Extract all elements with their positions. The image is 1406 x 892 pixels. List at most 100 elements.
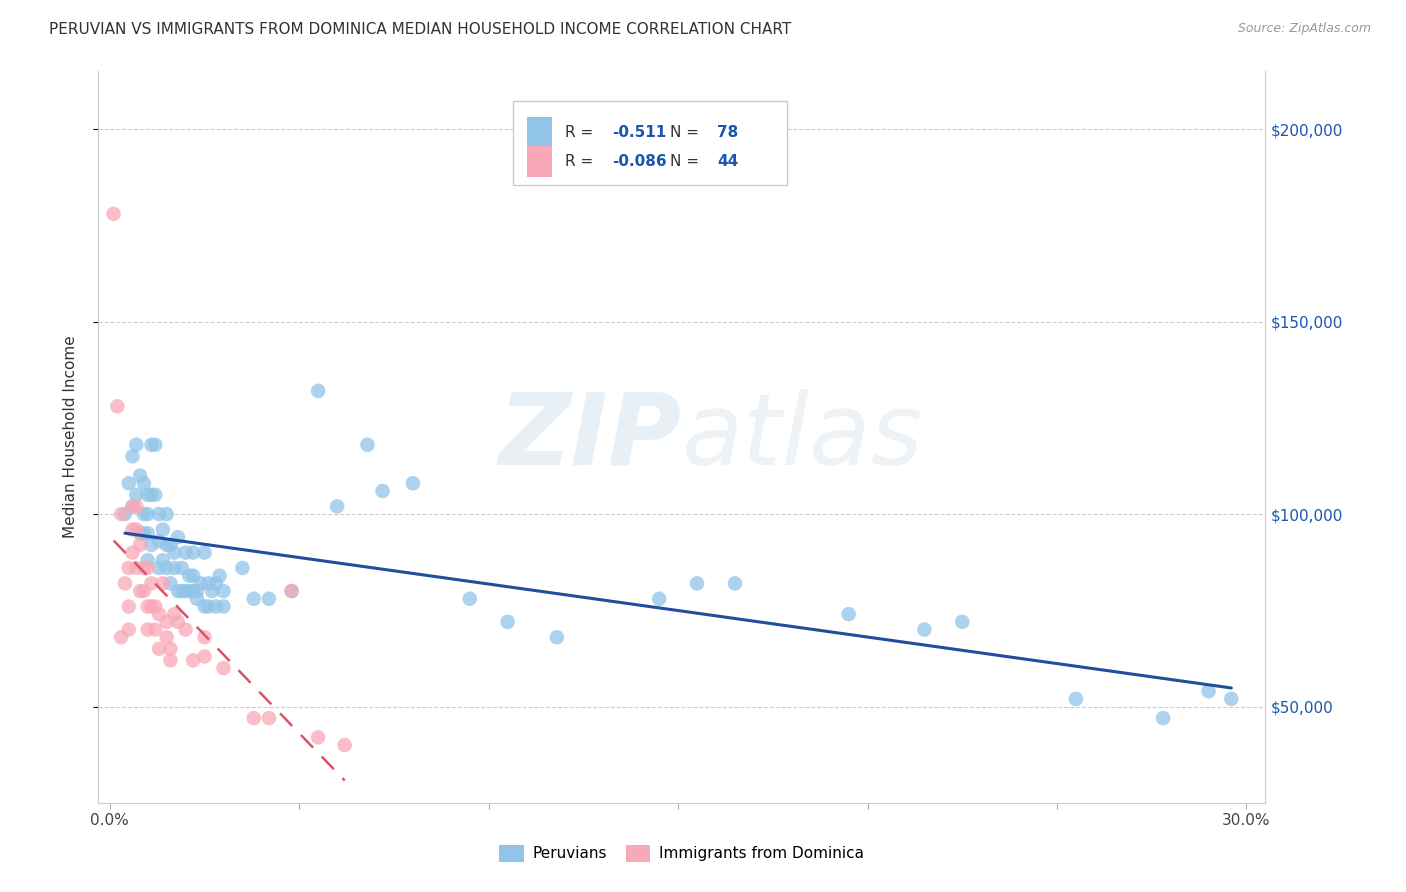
Text: R =: R = bbox=[565, 125, 593, 140]
Point bbox=[170, 561, 193, 575]
Point bbox=[132, 561, 155, 575]
FancyBboxPatch shape bbox=[527, 145, 553, 177]
Point bbox=[152, 553, 174, 567]
Point bbox=[356, 438, 378, 452]
Point bbox=[148, 561, 170, 575]
Point bbox=[125, 561, 148, 575]
Point bbox=[129, 468, 152, 483]
Point bbox=[118, 561, 141, 575]
Point bbox=[208, 568, 231, 582]
Point bbox=[186, 584, 208, 599]
Point bbox=[838, 607, 860, 622]
Point bbox=[257, 591, 280, 606]
Point bbox=[103, 207, 125, 221]
Point bbox=[141, 488, 163, 502]
Point bbox=[950, 615, 973, 629]
Y-axis label: Median Household Income: Median Household Income bbox=[63, 335, 77, 539]
Point bbox=[118, 623, 141, 637]
Point bbox=[179, 568, 201, 582]
Point bbox=[152, 576, 174, 591]
Text: Source: ZipAtlas.com: Source: ZipAtlas.com bbox=[1237, 22, 1371, 36]
Point bbox=[156, 615, 179, 629]
Text: atlas: atlas bbox=[682, 389, 924, 485]
Point bbox=[201, 584, 224, 599]
Point bbox=[156, 538, 179, 552]
Point bbox=[156, 561, 179, 575]
FancyBboxPatch shape bbox=[527, 117, 553, 148]
Point bbox=[212, 661, 235, 675]
Point bbox=[242, 591, 264, 606]
Point bbox=[326, 500, 349, 514]
Text: N =: N = bbox=[671, 153, 699, 169]
Point bbox=[458, 591, 481, 606]
Point bbox=[1152, 711, 1174, 725]
Point bbox=[114, 576, 136, 591]
Point bbox=[121, 500, 143, 514]
Point bbox=[159, 653, 181, 667]
Point bbox=[212, 584, 235, 599]
Point bbox=[156, 630, 179, 644]
Point bbox=[118, 599, 141, 614]
Point bbox=[724, 576, 747, 591]
Point bbox=[132, 584, 155, 599]
Point bbox=[307, 731, 329, 745]
Point bbox=[686, 576, 709, 591]
Point bbox=[105, 399, 128, 413]
Point bbox=[181, 545, 204, 559]
Point bbox=[125, 500, 148, 514]
Point bbox=[136, 599, 159, 614]
Point bbox=[197, 576, 219, 591]
Point bbox=[181, 584, 204, 599]
Point bbox=[156, 507, 179, 521]
Point bbox=[333, 738, 356, 752]
Point bbox=[136, 488, 159, 502]
Point bbox=[125, 523, 148, 537]
Point bbox=[129, 538, 152, 552]
Point bbox=[197, 599, 219, 614]
FancyBboxPatch shape bbox=[513, 101, 787, 185]
Point bbox=[132, 507, 155, 521]
Point bbox=[174, 545, 197, 559]
Point bbox=[167, 530, 190, 544]
Point bbox=[136, 553, 159, 567]
Point bbox=[163, 545, 186, 559]
Point bbox=[148, 507, 170, 521]
Text: 44: 44 bbox=[717, 153, 738, 169]
Text: PERUVIAN VS IMMIGRANTS FROM DOMINICA MEDIAN HOUSEHOLD INCOME CORRELATION CHART: PERUVIAN VS IMMIGRANTS FROM DOMINICA MED… bbox=[49, 22, 792, 37]
Point bbox=[1198, 684, 1220, 698]
Point bbox=[170, 584, 193, 599]
Point bbox=[110, 630, 132, 644]
Point bbox=[280, 584, 302, 599]
Point bbox=[371, 483, 394, 498]
Point bbox=[1064, 691, 1087, 706]
Point bbox=[125, 438, 148, 452]
Legend: Peruvians, Immigrants from Dominica: Peruvians, Immigrants from Dominica bbox=[494, 838, 870, 868]
Point bbox=[121, 545, 143, 559]
Point bbox=[1220, 691, 1243, 706]
Point bbox=[159, 641, 181, 656]
Point bbox=[121, 523, 143, 537]
Point bbox=[257, 711, 280, 725]
Point bbox=[141, 576, 163, 591]
Point bbox=[143, 438, 166, 452]
Point bbox=[163, 607, 186, 622]
Point bbox=[143, 599, 166, 614]
Point bbox=[125, 488, 148, 502]
Point bbox=[193, 545, 215, 559]
Point bbox=[163, 561, 186, 575]
Point bbox=[136, 561, 159, 575]
Text: -0.086: -0.086 bbox=[612, 153, 666, 169]
Point bbox=[402, 476, 425, 491]
Point bbox=[307, 384, 329, 398]
Point bbox=[280, 584, 302, 599]
Text: R =: R = bbox=[565, 153, 593, 169]
Point bbox=[152, 523, 174, 537]
Point bbox=[193, 599, 215, 614]
Point bbox=[231, 561, 253, 575]
Point bbox=[546, 630, 568, 644]
Point bbox=[496, 615, 519, 629]
Text: ZIP: ZIP bbox=[499, 389, 682, 485]
Point bbox=[181, 653, 204, 667]
Point bbox=[121, 450, 143, 464]
Point bbox=[193, 630, 215, 644]
